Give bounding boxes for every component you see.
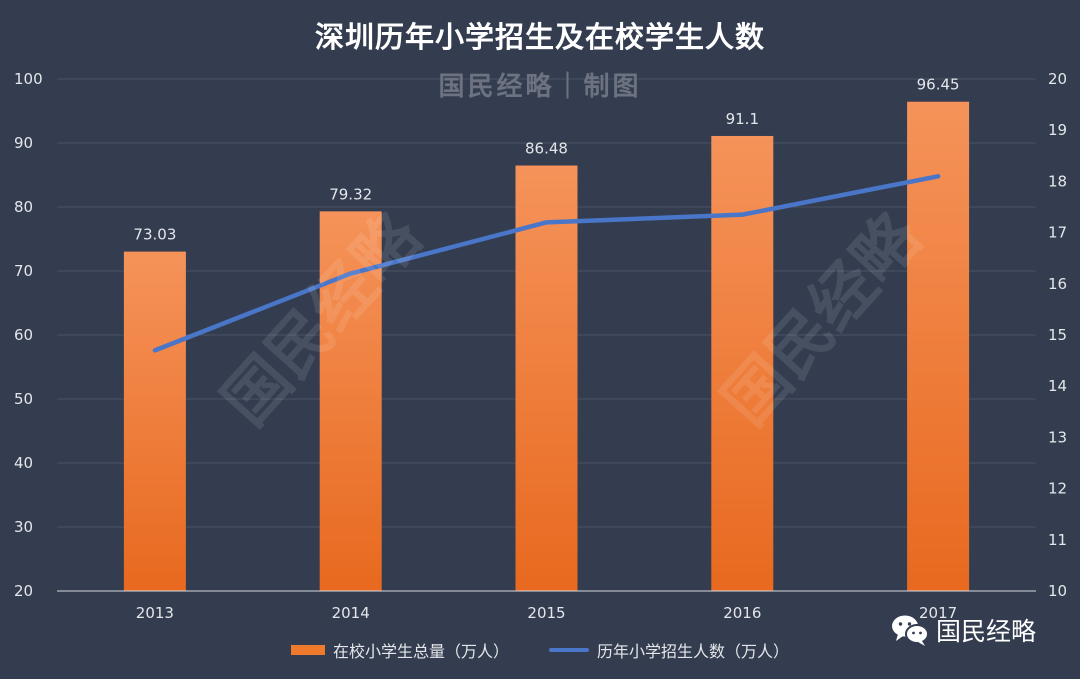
x-tick-label: 2016 (723, 604, 761, 622)
x-axis: 2013 2014 2015 2016 2017 (57, 590, 1036, 622)
bar-value-label: 86.48 (525, 140, 568, 158)
watermark: 国民经略｜制图 (438, 72, 642, 102)
y-axis-left: 20 30 40 50 60 70 80 90 100 (14, 70, 43, 600)
y-left-tick-label: 100 (14, 70, 43, 88)
y-right-tick-label: 20 (1048, 70, 1067, 88)
y-right-tick-label: 18 (1048, 172, 1067, 190)
bar-value-label: 96.45 (917, 76, 960, 94)
wechat-icon (892, 615, 929, 646)
legend-item-line: 历年小学招生人数（万人） (549, 638, 789, 662)
y-left-tick-label: 20 (14, 582, 33, 600)
y-left-tick-label: 90 (14, 134, 33, 152)
y-right-tick-label: 15 (1048, 326, 1067, 344)
y-right-tick-label: 12 (1048, 480, 1067, 498)
y-left-tick-label: 50 (14, 390, 33, 408)
legend-label-bar: 在校小学生总量（万人） (332, 642, 509, 661)
y-right-tick-label: 19 (1048, 121, 1067, 139)
legend-label-line: 历年小学招生人数（万人） (597, 642, 790, 661)
y-left-tick-label: 80 (14, 198, 33, 216)
brand: 国民经略 (890, 612, 1036, 648)
legend-swatch-line (549, 648, 589, 652)
bar-value-label: 73.03 (133, 226, 176, 244)
brand-name: 国民经略 (936, 617, 1037, 646)
x-tick-label: 2015 (527, 604, 565, 622)
chart-title: 深圳历年小学招生及在校学生人数 (314, 20, 765, 54)
bar (515, 165, 578, 591)
y-right-tick-label: 17 (1048, 224, 1067, 242)
legend-swatch-bar (290, 645, 325, 655)
line-series (152, 174, 941, 353)
x-tick-label: 2014 (332, 604, 370, 622)
y-left-tick-label: 70 (14, 262, 33, 280)
y-left-tick-label: 30 (14, 518, 33, 536)
y-axis-right: 10 11 12 13 14 15 16 17 18 19 20 (1048, 70, 1067, 600)
bar (123, 251, 186, 591)
y-right-tick-label: 14 (1048, 377, 1067, 395)
y-right-tick-label: 10 (1048, 582, 1067, 600)
y-right-tick-label: 13 (1048, 428, 1067, 446)
bar-value-label: 79.32 (329, 185, 372, 203)
line-path (152, 174, 941, 353)
legend-item-bar: 在校小学生总量（万人） (290, 638, 509, 662)
x-tick-label: 2013 (136, 604, 174, 622)
bar-value-labels: 73.03 79.32 86.48 91.1 96.45 (133, 76, 959, 244)
bar-value-label: 91.1 (726, 110, 759, 128)
y-right-tick-label: 16 (1048, 275, 1067, 293)
legend: 在校小学生总量（万人） 历年小学招生人数（万人） (0, 638, 1080, 662)
x-tick-label: 2017 (919, 604, 957, 622)
bar-series (123, 101, 970, 592)
bar (907, 101, 970, 591)
y-left-tick-label: 60 (14, 326, 33, 344)
y-right-tick-label: 11 (1048, 531, 1067, 549)
y-left-tick-label: 40 (14, 454, 33, 472)
